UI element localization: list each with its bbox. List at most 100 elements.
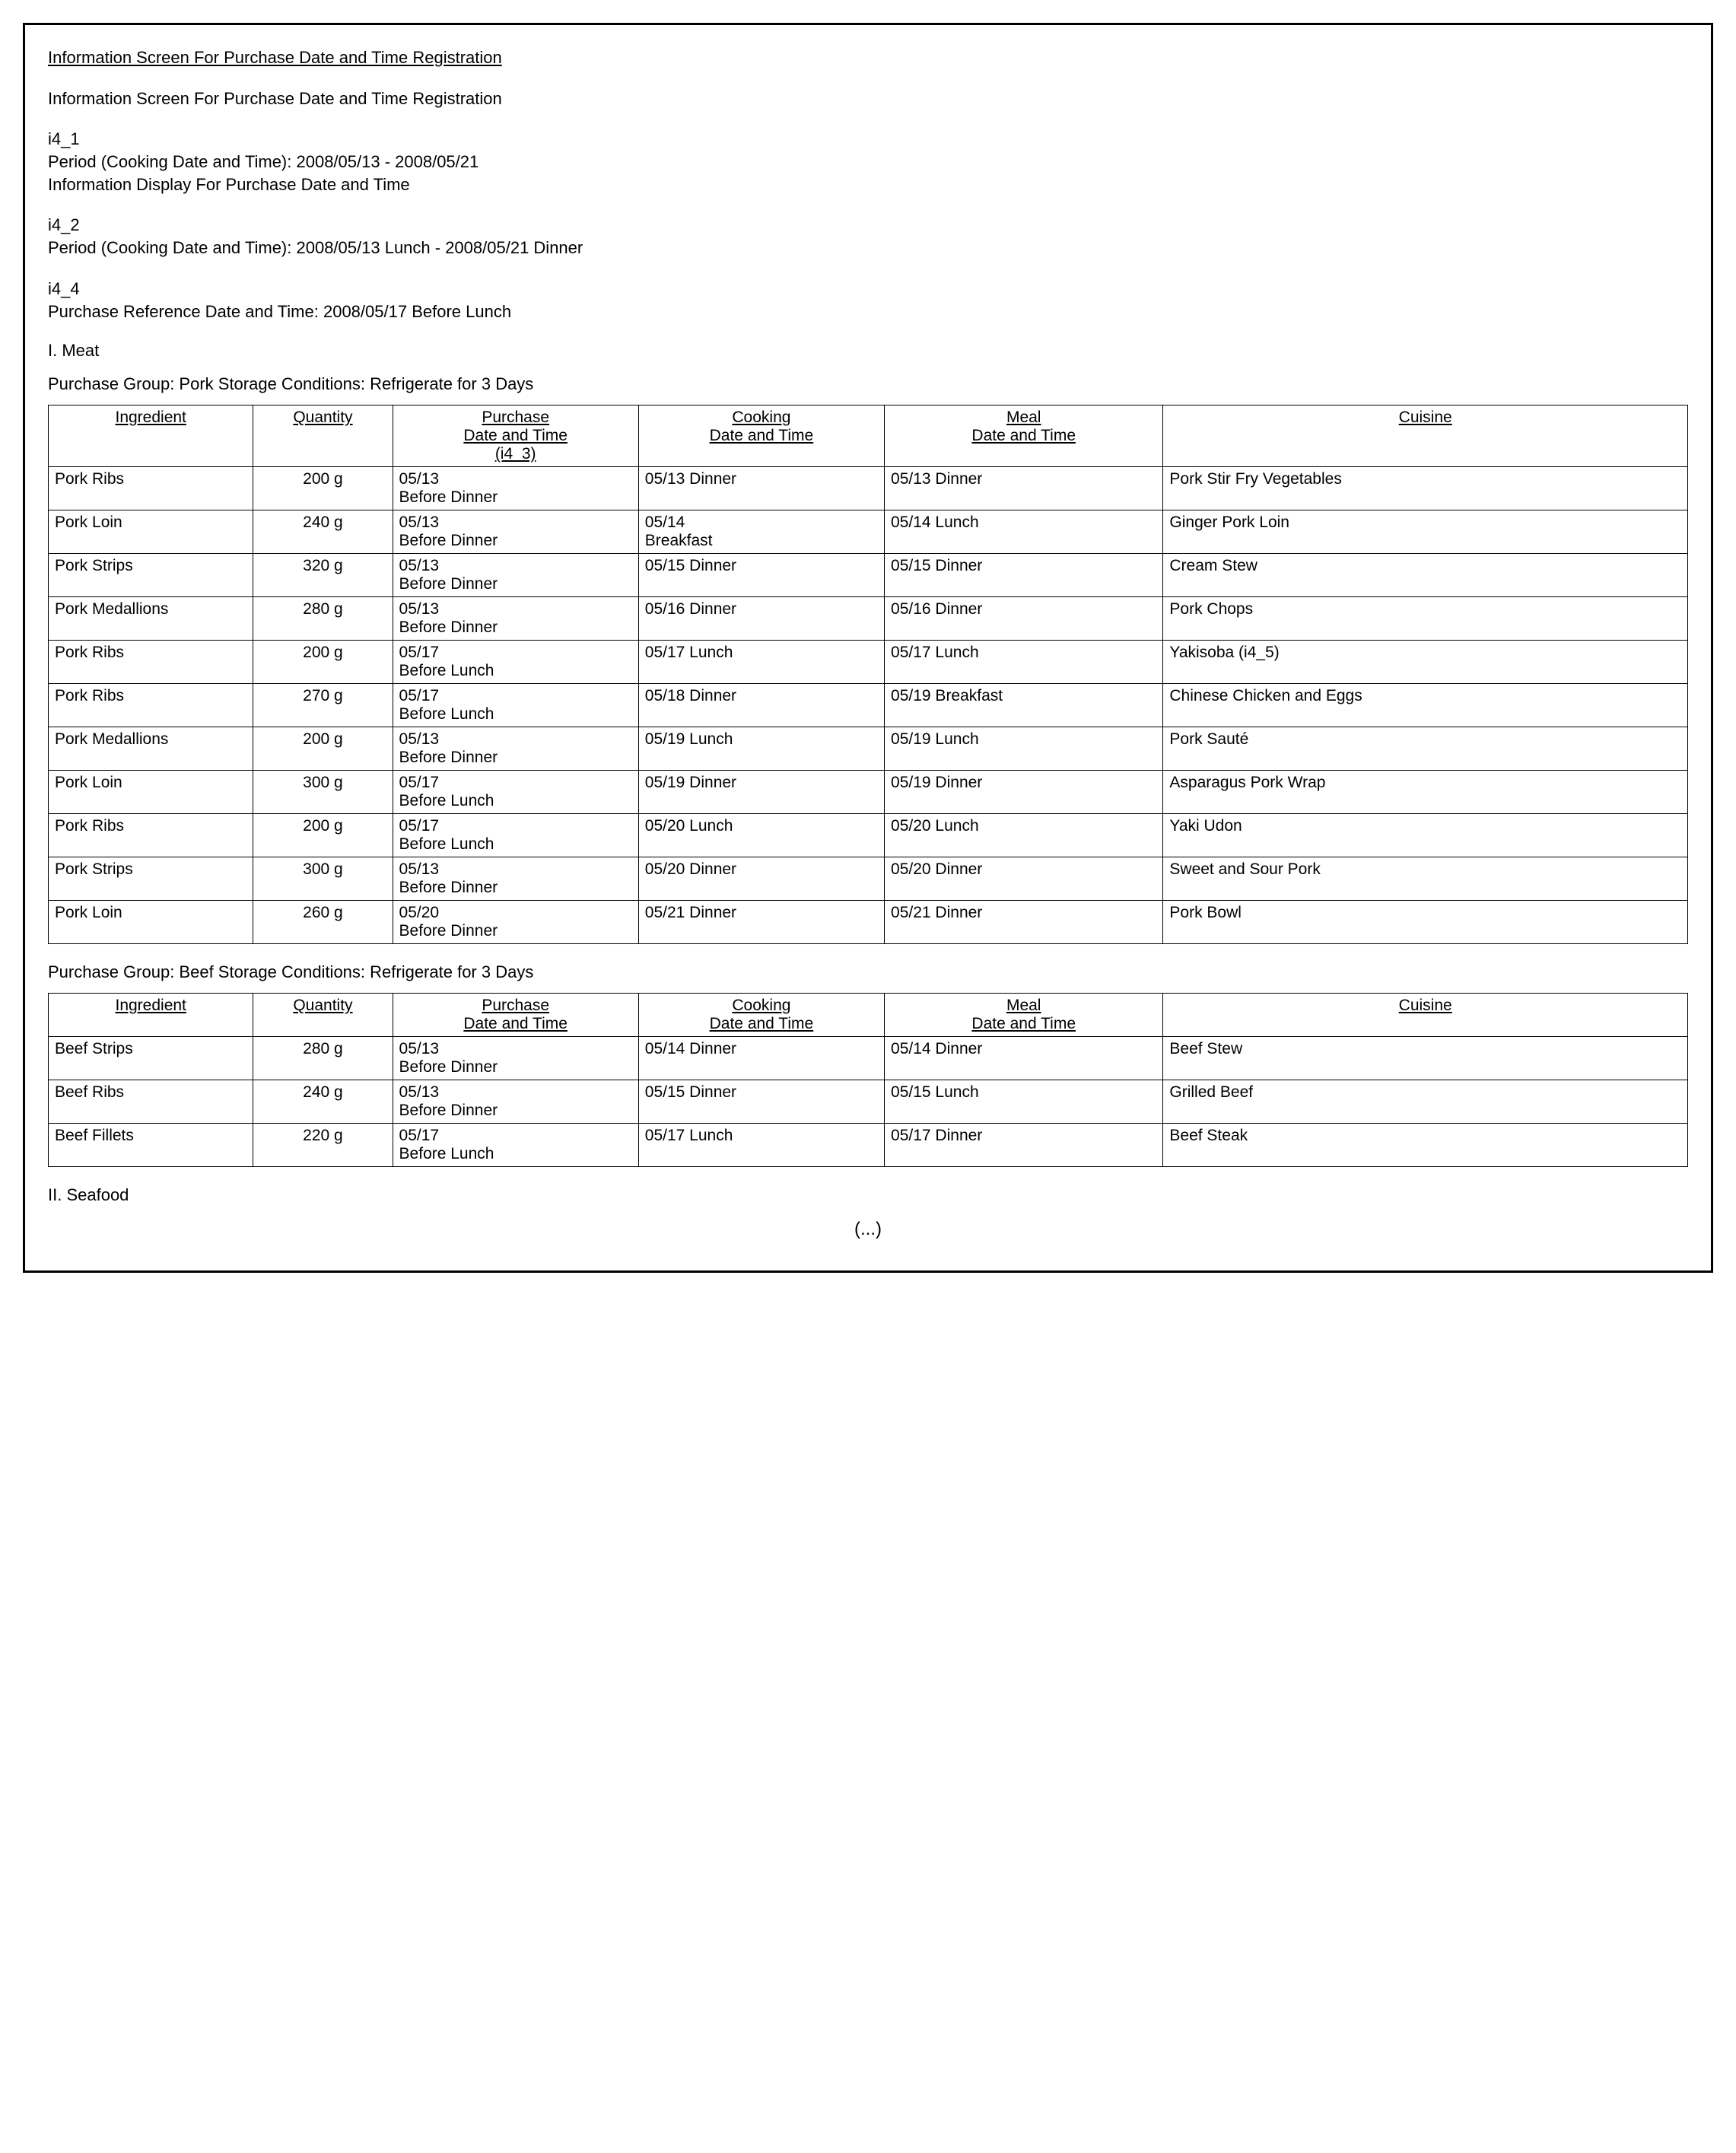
cell-quantity: 260 g [253,901,393,944]
cell-meal: 05/17 Dinner [885,1124,1163,1167]
cell-quantity: 200 g [253,814,393,857]
col-quantity: Quantity [253,994,393,1037]
cell-quantity: 240 g [253,510,393,554]
i4-4-label: i4_4 [48,278,1688,301]
i4-2-line1: Period (Cooking Date and Time): 2008/05/… [48,237,1688,259]
col-purchase: Purchase Date and Time (i4_3) [393,405,638,467]
subtitle: Information Screen For Purchase Date and… [48,87,1688,110]
cell-purchase: 05/17Before Lunch [393,684,638,727]
col-cooking: Cooking Date and Time [638,994,884,1037]
cell-purchase: 05/20Before Dinner [393,901,638,944]
table-row: Pork Loin260 g05/20Before Dinner05/21 Di… [49,901,1688,944]
pork-table: Ingredient Quantity Purchase Date and Ti… [48,405,1688,944]
cell-ingredient: Pork Strips [49,857,253,901]
cell-cooking: 05/13 Dinner [638,467,884,510]
cell-cooking: 05/16 Dinner [638,597,884,641]
cell-cuisine: Pork Sauté [1163,727,1688,771]
cell-cooking: 05/19 Dinner [638,771,884,814]
table-row: Beef Ribs240 g05/13Before Dinner05/15 Di… [49,1080,1688,1124]
beef-table: Ingredient Quantity Purchase Date and Ti… [48,993,1688,1167]
cell-quantity: 300 g [253,771,393,814]
table-row: Pork Ribs200 g05/13Before Dinner05/13 Di… [49,467,1688,510]
ellipsis: (...) [48,1219,1688,1240]
cell-cooking: 05/14 Dinner [638,1037,884,1080]
cell-cuisine: Beef Steak [1163,1124,1688,1167]
col-ingredient: Ingredient [49,994,253,1037]
cell-ingredient: Pork Medallions [49,597,253,641]
cell-cooking: 05/18 Dinner [638,684,884,727]
table-row: Beef Strips280 g05/13Before Dinner05/14 … [49,1037,1688,1080]
table-row: Pork Strips320 g05/13Before Dinner05/15 … [49,554,1688,597]
cell-meal: 05/15 Dinner [885,554,1163,597]
cell-cuisine: Beef Stew [1163,1037,1688,1080]
cell-ingredient: Pork Loin [49,510,253,554]
cell-quantity: 220 g [253,1124,393,1167]
i4-1-block: i4_1 Period (Cooking Date and Time): 200… [48,128,1688,196]
col-meal: Meal Date and Time [885,405,1163,467]
cell-purchase: 05/13Before Dinner [393,597,638,641]
cell-meal: 05/21 Dinner [885,901,1163,944]
cell-cuisine: Yakisoba (i4_5) [1163,641,1688,684]
cell-meal: 05/19 Dinner [885,771,1163,814]
section-seafood-heading: II. Seafood [48,1185,1688,1205]
cell-meal: 05/15 Lunch [885,1080,1163,1124]
cell-meal: 05/16 Dinner [885,597,1163,641]
cell-ingredient: Beef Ribs [49,1080,253,1124]
cell-ingredient: Pork Medallions [49,727,253,771]
cell-cuisine: Chinese Chicken and Eggs [1163,684,1688,727]
col-cooking: Cooking Date and Time [638,405,884,467]
cell-ingredient: Pork Loin [49,771,253,814]
cell-cuisine: Grilled Beef [1163,1080,1688,1124]
table-row: Pork Ribs200 g05/17Before Lunch05/20 Lun… [49,814,1688,857]
cell-quantity: 280 g [253,597,393,641]
cell-cooking: 05/17 Lunch [638,641,884,684]
page-title-text: Information Screen For Purchase Date and… [48,48,502,67]
page-title: Information Screen For Purchase Date and… [48,46,1688,69]
cell-purchase: 05/13Before Dinner [393,467,638,510]
cell-purchase: 05/13Before Dinner [393,510,638,554]
cell-quantity: 280 g [253,1037,393,1080]
i4-2-block: i4_2 Period (Cooking Date and Time): 200… [48,214,1688,259]
cell-cuisine: Sweet and Sour Pork [1163,857,1688,901]
table-row: Pork Ribs200 g05/17Before Lunch05/17 Lun… [49,641,1688,684]
col-purchase: Purchase Date and Time [393,994,638,1037]
col-quantity: Quantity [253,405,393,467]
table-row: Pork Loin300 g05/17Before Lunch05/19 Din… [49,771,1688,814]
cell-quantity: 240 g [253,1080,393,1124]
cell-purchase: 05/13Before Dinner [393,1037,638,1080]
i4-1-label: i4_1 [48,128,1688,151]
cell-ingredient: Pork Ribs [49,814,253,857]
pork-group-line: Purchase Group: Pork Storage Conditions:… [48,374,1688,394]
table-row: Beef Fillets220 g05/17Before Lunch 05/17 … [49,1124,1688,1167]
cell-quantity: 300 g [253,857,393,901]
table-row: Pork Medallions280 g05/13Before Dinner05… [49,597,1688,641]
cell-ingredient: Beef Fillets [49,1124,253,1167]
cell-cuisine: Pork Stir Fry Vegetables [1163,467,1688,510]
cell-cooking: 05/15 Dinner [638,1080,884,1124]
table-row: Pork Ribs270 g05/17Before Lunch05/18 Din… [49,684,1688,727]
cell-purchase: 05/17Before Lunch [393,1124,638,1167]
cell-ingredient: Pork Ribs [49,684,253,727]
i4-1-line2: Information Display For Purchase Date an… [48,173,1688,196]
cell-meal: 05/14 Lunch [885,510,1163,554]
cell-cuisine: Cream Stew [1163,554,1688,597]
cell-cuisine: Pork Chops [1163,597,1688,641]
table-row: Pork Loin240 g05/13Before Dinner05/14Bre… [49,510,1688,554]
col-ingredient: Ingredient [49,405,253,467]
document-frame: Information Screen For Purchase Date and… [23,23,1713,1273]
cell-quantity: 200 g [253,467,393,510]
table-row: Pork Strips300 g05/13Before Dinner05/20 … [49,857,1688,901]
cell-cooking: 05/20 Dinner [638,857,884,901]
table-header-row: Ingredient Quantity Purchase Date and Ti… [49,994,1688,1037]
cell-cooking: 05/14Breakfast [638,510,884,554]
cell-cooking: 05/15 Dinner [638,554,884,597]
cell-ingredient: Pork Ribs [49,641,253,684]
cell-cuisine: Asparagus Pork Wrap [1163,771,1688,814]
cell-meal: 05/14 Dinner [885,1037,1163,1080]
table-header-row: Ingredient Quantity Purchase Date and Ti… [49,405,1688,467]
cell-meal: 05/13 Dinner [885,467,1163,510]
cell-quantity: 200 g [253,641,393,684]
beef-group-line: Purchase Group: Beef Storage Conditions:… [48,962,1688,982]
i4-4-line1: Purchase Reference Date and Time: 2008/0… [48,301,1688,323]
cell-purchase: 05/17Before Lunch [393,641,638,684]
